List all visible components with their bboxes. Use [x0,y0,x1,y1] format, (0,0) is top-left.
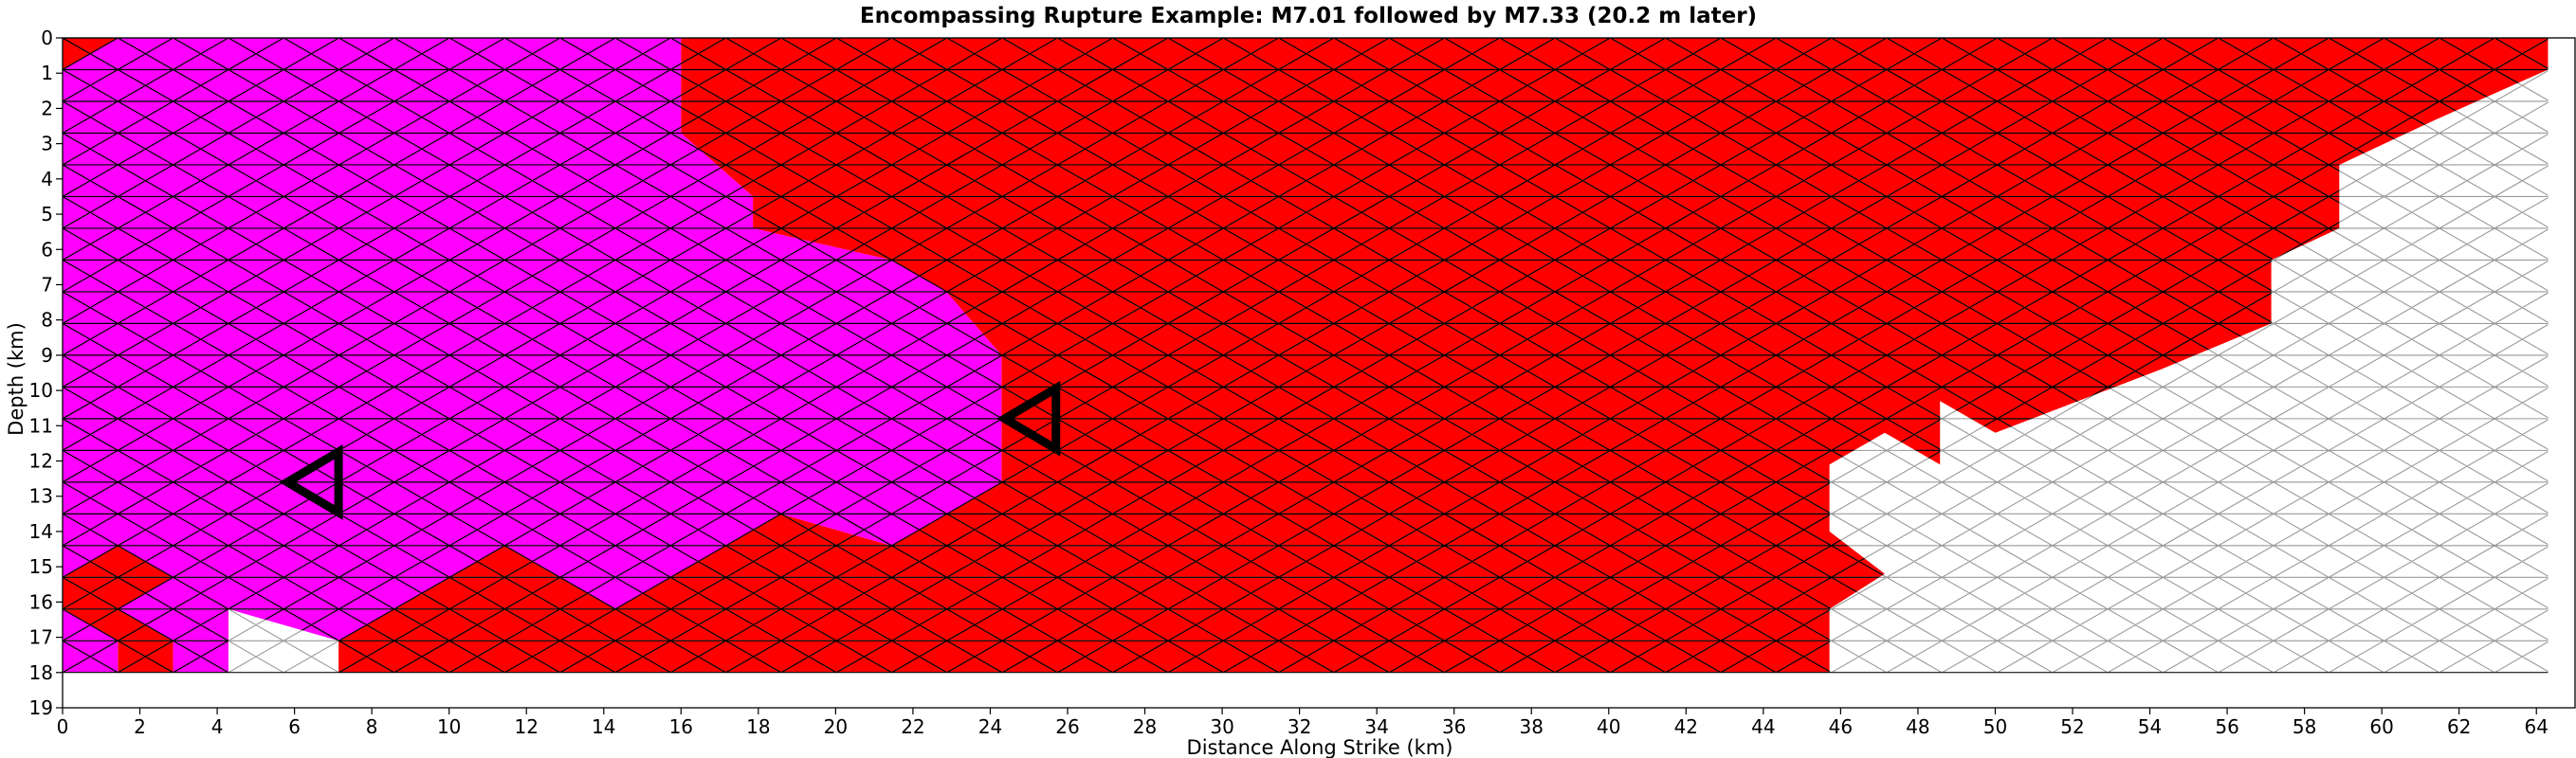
x-tick-label: 14 [592,715,615,738]
x-tick-label: 42 [1674,715,1698,738]
x-tick-label: 36 [1442,715,1466,738]
x-tick-label: 44 [1751,715,1775,738]
hypocenter-marker [279,443,343,520]
x-tick-label: 60 [2369,715,2393,738]
y-tick-label: 5 [41,203,53,226]
x-tick-label: 50 [1983,715,2007,738]
x-tick-label: 54 [2138,715,2162,738]
y-tick-label: 13 [29,485,53,508]
x-tick-label: 64 [2525,715,2549,738]
x-tick-label: 24 [978,715,1002,738]
x-axis: 0 2 4 6 8 10 12 14 16 18 20 22 24 26 28 30 32 34 36 38 40 42 4… [57,708,2549,738]
y-tick-label: 0 [41,27,53,49]
x-tick-label: 6 [288,715,301,738]
x-tick-label: 12 [515,715,539,738]
x-tick-label: 26 [1055,715,1079,738]
x-tick-label: 4 [211,715,224,738]
y-tick-label: 12 [29,450,53,473]
x-tick-label: 22 [901,715,924,738]
y-tick-label: 4 [41,168,53,190]
x-tick-label: 38 [1520,715,1544,738]
y-tick-label: 2 [41,97,53,119]
x-tick-label: 52 [2060,715,2084,738]
y-tick-label: 11 [29,414,53,437]
x-tick-label: 34 [1364,715,1388,738]
x-tick-label: 62 [2447,715,2471,738]
x-tick-label: 46 [1829,715,1853,738]
y-axis-label: Depth (km) [5,322,27,436]
y-tick-label: 18 [29,661,53,684]
x-tick-label: 32 [1288,715,1311,738]
x-tick-label: 0 [57,715,69,738]
x-tick-label: 8 [366,715,378,738]
hypocenter-marker [996,380,1061,457]
rupture-region-first-part [118,577,228,673]
x-tick-label: 2 [134,715,146,738]
y-tick-label: 9 [41,344,53,367]
plot-area [62,37,2576,709]
x-tick-label: 58 [2293,715,2316,738]
x-tick-label: 56 [2215,715,2238,738]
y-tick-label: 14 [29,520,53,543]
y-tick-label: 3 [41,133,53,155]
y-tick-label: 6 [41,238,53,261]
y-tick-label: 10 [29,379,53,402]
y-tick-label: 16 [29,590,53,613]
chart-title: Encompassing Rupture Example: M7.01 foll… [860,4,1757,28]
x-axis-label: Distance Along Strike (km) [1187,736,1453,758]
y-tick-label: 1 [41,62,53,84]
plot-frame [62,37,2576,709]
mesh-ruptured-group [63,38,2549,673]
y-tick-label: 8 [41,309,53,332]
x-tick-label: 20 [824,715,848,738]
x-tick-label: 48 [1906,715,1929,738]
x-tick-label: 28 [1133,715,1157,738]
x-tick-label: 30 [1210,715,1233,738]
y-tick-label: 7 [41,273,53,296]
y-tick-label: 17 [29,626,53,649]
y-tick-label: 19 [29,696,53,719]
x-tick-label: 10 [437,715,461,738]
x-tick-label: 40 [1597,715,1620,738]
mesh-lines-ruptured [63,38,2549,673]
y-tick-label: 15 [29,555,53,578]
x-tick-label: 16 [669,715,693,738]
x-tick-label: 18 [746,715,770,738]
fault-mesh [63,38,2549,673]
